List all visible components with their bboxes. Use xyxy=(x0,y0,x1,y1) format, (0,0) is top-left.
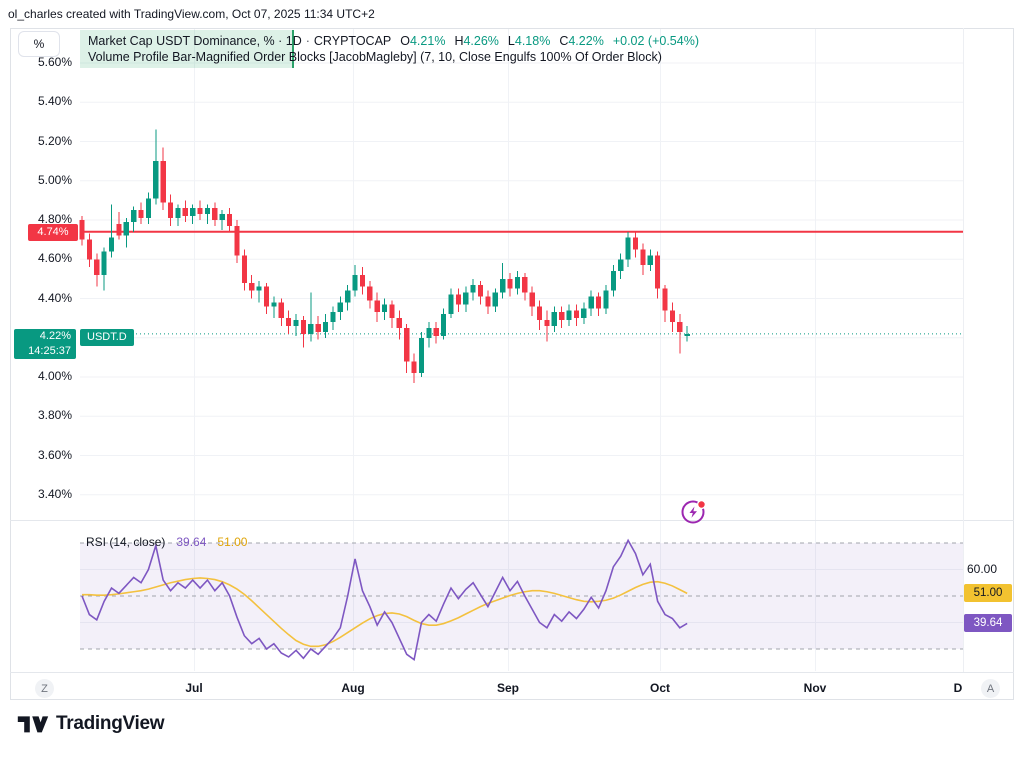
time-axis-label: Jul xyxy=(185,681,203,695)
symbol-title[interactable]: Market Cap USDT Dominance, % · 1D xyxy=(88,34,302,48)
time-axis-label: D xyxy=(953,681,963,695)
price-tick-label: 5.20% xyxy=(37,133,72,148)
price-tick-label: 3.80% xyxy=(37,408,72,423)
current-price-value: 4.22% xyxy=(39,330,71,342)
close-label: C xyxy=(559,34,569,48)
price-tick-label: 5.40% xyxy=(37,94,72,109)
close-value: 4.22% xyxy=(568,34,604,48)
time-axis-label: Aug xyxy=(341,681,365,695)
time-axis-label: Sep xyxy=(496,681,520,695)
timezone-button[interactable]: Z xyxy=(35,679,54,698)
price-scale-unit-label: % xyxy=(33,37,45,51)
low-label: L xyxy=(507,34,515,48)
tradingview-logo-text: TradingView xyxy=(56,713,165,734)
price-tick-label: 3.60% xyxy=(37,447,72,462)
open-label: O xyxy=(400,34,410,48)
resistance-price-badge: 4.74% xyxy=(28,224,78,241)
price-tick-label: 3.40% xyxy=(37,486,72,501)
price-tick-label: 5.00% xyxy=(37,172,72,187)
flash-icon[interactable] xyxy=(679,497,709,527)
open-value: 4.21% xyxy=(409,34,446,48)
rsi-ma-legend-value: 51.00 xyxy=(217,535,248,549)
symbol-badge: USDT.D xyxy=(80,329,134,346)
rsi-legend-value: 39.64 xyxy=(176,535,207,549)
price-tick-label: 4.80% xyxy=(37,212,72,226)
price-scale-unit-button[interactable]: % xyxy=(18,31,60,57)
high-value: 4.26% xyxy=(463,34,499,48)
legend-separator: · xyxy=(305,34,310,48)
time-axis-label: Oct xyxy=(649,681,671,695)
auto-scale-button[interactable]: A xyxy=(981,679,1000,698)
watermark-credit: ol_charles created with TradingView.com,… xyxy=(8,7,375,21)
low-value: 4.18% xyxy=(514,34,551,48)
high-label: H xyxy=(454,34,464,48)
legend-indicator-row[interactable]: Volume Profile Bar-Magnified Order Block… xyxy=(88,50,662,65)
indicator-title[interactable]: Volume Profile Bar-Magnified Order Block… xyxy=(88,50,662,64)
change-value: +0.02 (+0.54%) xyxy=(612,34,699,48)
price-tick-label: 4.60% xyxy=(37,251,72,266)
price-tick-label: 4.00% xyxy=(37,369,72,383)
flash-circle xyxy=(681,500,705,524)
price-tick-label: 5.60% xyxy=(37,55,72,69)
countdown-timer: 14:25:37 xyxy=(28,345,71,357)
rsi-ma-badge: 51.00 xyxy=(964,584,1012,602)
notification-dot xyxy=(698,501,705,508)
rsi-legend-label[interactable]: RSI (14, close) xyxy=(86,535,166,549)
time-axis-label: Nov xyxy=(803,681,827,695)
tradingview-footer-logo[interactable]: TradingView xyxy=(17,713,165,735)
lightning-bolt-icon xyxy=(689,506,697,518)
price-tick-label: 4.40% xyxy=(37,290,72,305)
exchange-label: CRYPTOCAP xyxy=(313,34,392,48)
rsi-value-badge: 39.64 xyxy=(964,614,1012,632)
legend-highlight xyxy=(80,30,294,68)
rsi-axis-tick-label: 60.00 xyxy=(967,562,998,576)
legend-symbol-row[interactable]: Market Cap USDT Dominance, % · 1D · CRYPTO… xyxy=(88,34,699,49)
current-price-badge: 4.22% 14:25:37 xyxy=(14,329,76,359)
rsi-legend[interactable]: RSI (14, close) 39.64 51.00 xyxy=(86,535,247,549)
tradingview-logo-icon xyxy=(17,716,49,733)
